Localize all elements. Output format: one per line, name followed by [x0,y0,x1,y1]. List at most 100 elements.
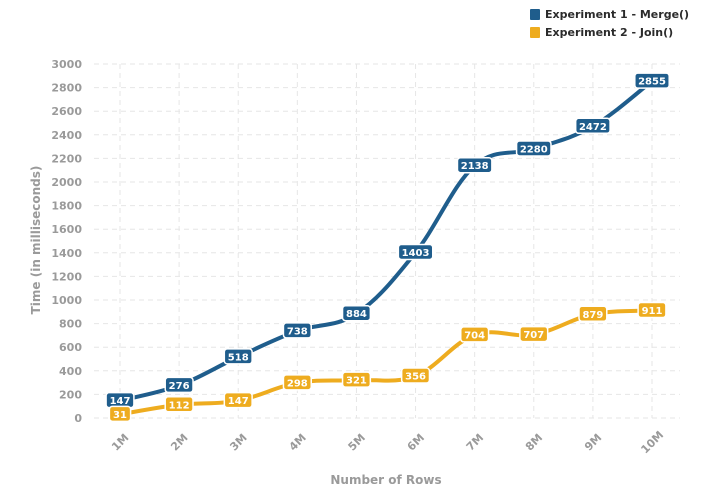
y-tick-label: 0 [74,412,82,425]
data-label-box [637,301,667,319]
series-line-2 [118,308,654,417]
data-label-value: 911 [642,306,663,317]
data-label-1: 276 [164,376,194,394]
y-tick-label: 3000 [51,58,82,71]
y-tick-label: 2600 [51,105,82,118]
data-label-value: 884 [346,309,367,320]
data-label-box [397,243,434,261]
data-label-1: 2855 [634,72,670,89]
legend-label: Experiment 2 - Join() [545,26,673,39]
data-label-box [574,117,611,135]
x-tick-label: 9M [582,431,604,453]
x-tick-label: 7M [464,431,486,453]
data-label-box [578,305,608,323]
data-label-2: 321 [341,371,372,388]
x-tick-label: 2M [168,431,190,453]
data-label-box [164,376,194,394]
data-label-1: 738 [282,322,312,339]
y-tick-label: 1800 [51,200,82,213]
data-label-2: 31 [108,405,132,423]
data-label-box [223,391,253,409]
data-label-value: 356 [405,371,426,382]
data-label-2: 356 [400,367,431,384]
data-label-value: 2472 [579,122,607,133]
x-axis-title: Number of Rows [330,473,441,487]
y-tick-label: 2000 [51,176,82,189]
data-label-box [456,156,493,174]
data-label-2: 911 [637,301,667,319]
data-label-box [282,374,312,391]
data-label-1: 147 [105,391,135,409]
data-label-value: 879 [582,310,603,321]
data-label-value: 707 [523,330,544,341]
data-label-box [223,348,253,365]
data-label-box [164,396,194,413]
y-axis: 0 200 400 600 800 1000 1200 1400 1600 1800 2000 220… [51,58,82,425]
y-tick-label: 1200 [51,270,82,283]
data-label-box [341,304,372,322]
data-label-value: 2855 [638,77,666,88]
data-label-value: 276 [169,381,190,392]
y-tick-label: 2800 [51,82,82,95]
data-label-2: 704 [460,326,490,343]
data-label-value: 112 [169,400,190,411]
y-tick-label: 1000 [51,294,82,307]
data-label-box [634,72,670,89]
y-tick-label: 2400 [51,129,82,142]
data-label-value: 518 [228,352,249,363]
data-label-value: 31 [113,410,127,421]
data-label-box [460,326,490,343]
data-label-value: 738 [287,326,308,337]
data-label-2: 112 [164,396,194,413]
x-tick-label: 8M [523,431,545,453]
data-label-box [400,367,431,384]
data-label-1: 1403 [397,243,434,261]
data-label-1: 2472 [574,117,611,135]
x-axis: 1M 2M 3M 4M 5M 6M 7M 8M 9M 10M [109,428,666,456]
legend-swatch [530,27,540,38]
data-label-2: 879 [578,305,608,323]
data-label-1: 2138 [456,156,493,174]
x-tick-label: 4M [287,431,309,453]
series-line-1 [118,79,654,403]
data-label-value: 2138 [461,161,489,172]
data-label-value: 1403 [402,248,430,259]
x-tick-label: 1M [109,431,131,453]
data-labels: 147 276 518 738 884 1403 2138 2280 2472 2855 31 112… [105,72,670,423]
data-label-value: 298 [287,378,308,389]
y-tick-label: 600 [59,341,82,354]
data-label-2: 147 [223,391,253,409]
legend: Experiment 1 - Merge() Experiment 2 - Jo… [530,8,689,39]
data-label-box [341,371,372,388]
data-label-1: 884 [341,304,372,322]
data-label-value: 321 [346,376,367,387]
data-label-1: 518 [223,348,253,365]
y-tick-label: 800 [59,318,82,331]
y-tick-label: 2200 [51,152,82,165]
y-axis-title: Time (in milliseconds) [29,166,43,315]
y-tick-label: 200 [59,388,82,401]
data-label-value: 147 [228,396,249,407]
y-tick-label: 1600 [51,223,82,236]
data-label-value: 147 [110,396,131,407]
y-tick-label: 1400 [51,247,82,260]
data-label-2: 707 [519,325,549,343]
data-label-value: 704 [464,330,485,341]
legend-label: Experiment 1 - Merge() [545,8,689,21]
legend-item-series-1[interactable]: Experiment 1 - Merge() [530,8,689,21]
x-tick-label: 5M [346,431,368,453]
legend-item-series-2[interactable]: Experiment 2 - Join() [530,26,673,39]
data-label-1: 2280 [515,140,552,157]
data-label-value: 2280 [520,144,548,155]
legend-swatch [530,9,540,20]
grid [94,63,680,419]
data-label-2: 298 [282,374,312,391]
series-lines [118,79,654,417]
y-tick-label: 400 [59,365,82,378]
x-tick-label: 6M [405,431,427,453]
data-label-box [108,405,132,423]
data-label-box [519,325,549,343]
data-label-box [515,140,552,157]
